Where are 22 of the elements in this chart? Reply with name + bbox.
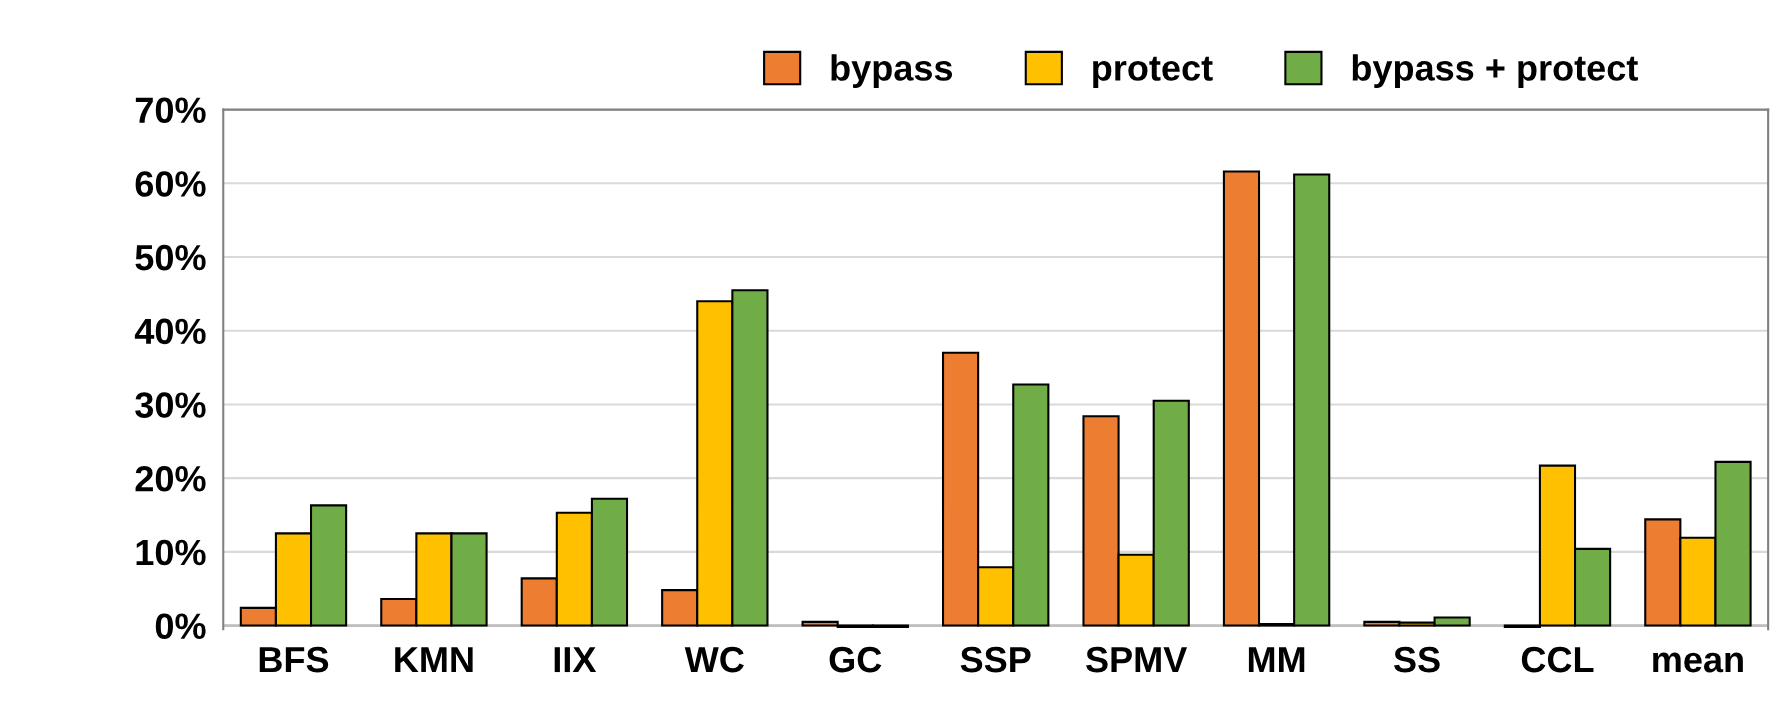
x-tick-label: GC xyxy=(829,646,882,673)
x-tick-label: SSP xyxy=(960,646,1031,673)
x-tick-label: KMN xyxy=(395,647,473,673)
y-tick-label: 10% xyxy=(136,539,206,566)
x-tick-label: MM xyxy=(1248,647,1305,673)
x-tick-label: SPMV xyxy=(1086,646,1188,673)
x-tick-label: BFS xyxy=(259,646,329,673)
x-tick-label: mean xyxy=(1653,652,1743,673)
y-tick-label: 70% xyxy=(135,97,206,124)
y-tick-label: 30% xyxy=(135,392,206,418)
x-tick-label: WC xyxy=(684,646,744,673)
y-tick-label: 50% xyxy=(135,244,206,271)
y-tick-label: 60% xyxy=(135,171,206,197)
legend-label: bypass xyxy=(831,54,953,88)
x-tick-label: CCL xyxy=(1521,646,1594,673)
x-tick-label: IIX xyxy=(554,647,597,673)
legend-label: bypass + protect xyxy=(1352,54,1638,88)
legend-label: protect xyxy=(1093,56,1213,88)
y-tick-label: 20% xyxy=(135,466,206,492)
y-tick-label: 0% xyxy=(155,613,206,639)
x-tick-label: SS xyxy=(1393,646,1440,673)
y-tick-label: 40% xyxy=(134,318,206,345)
